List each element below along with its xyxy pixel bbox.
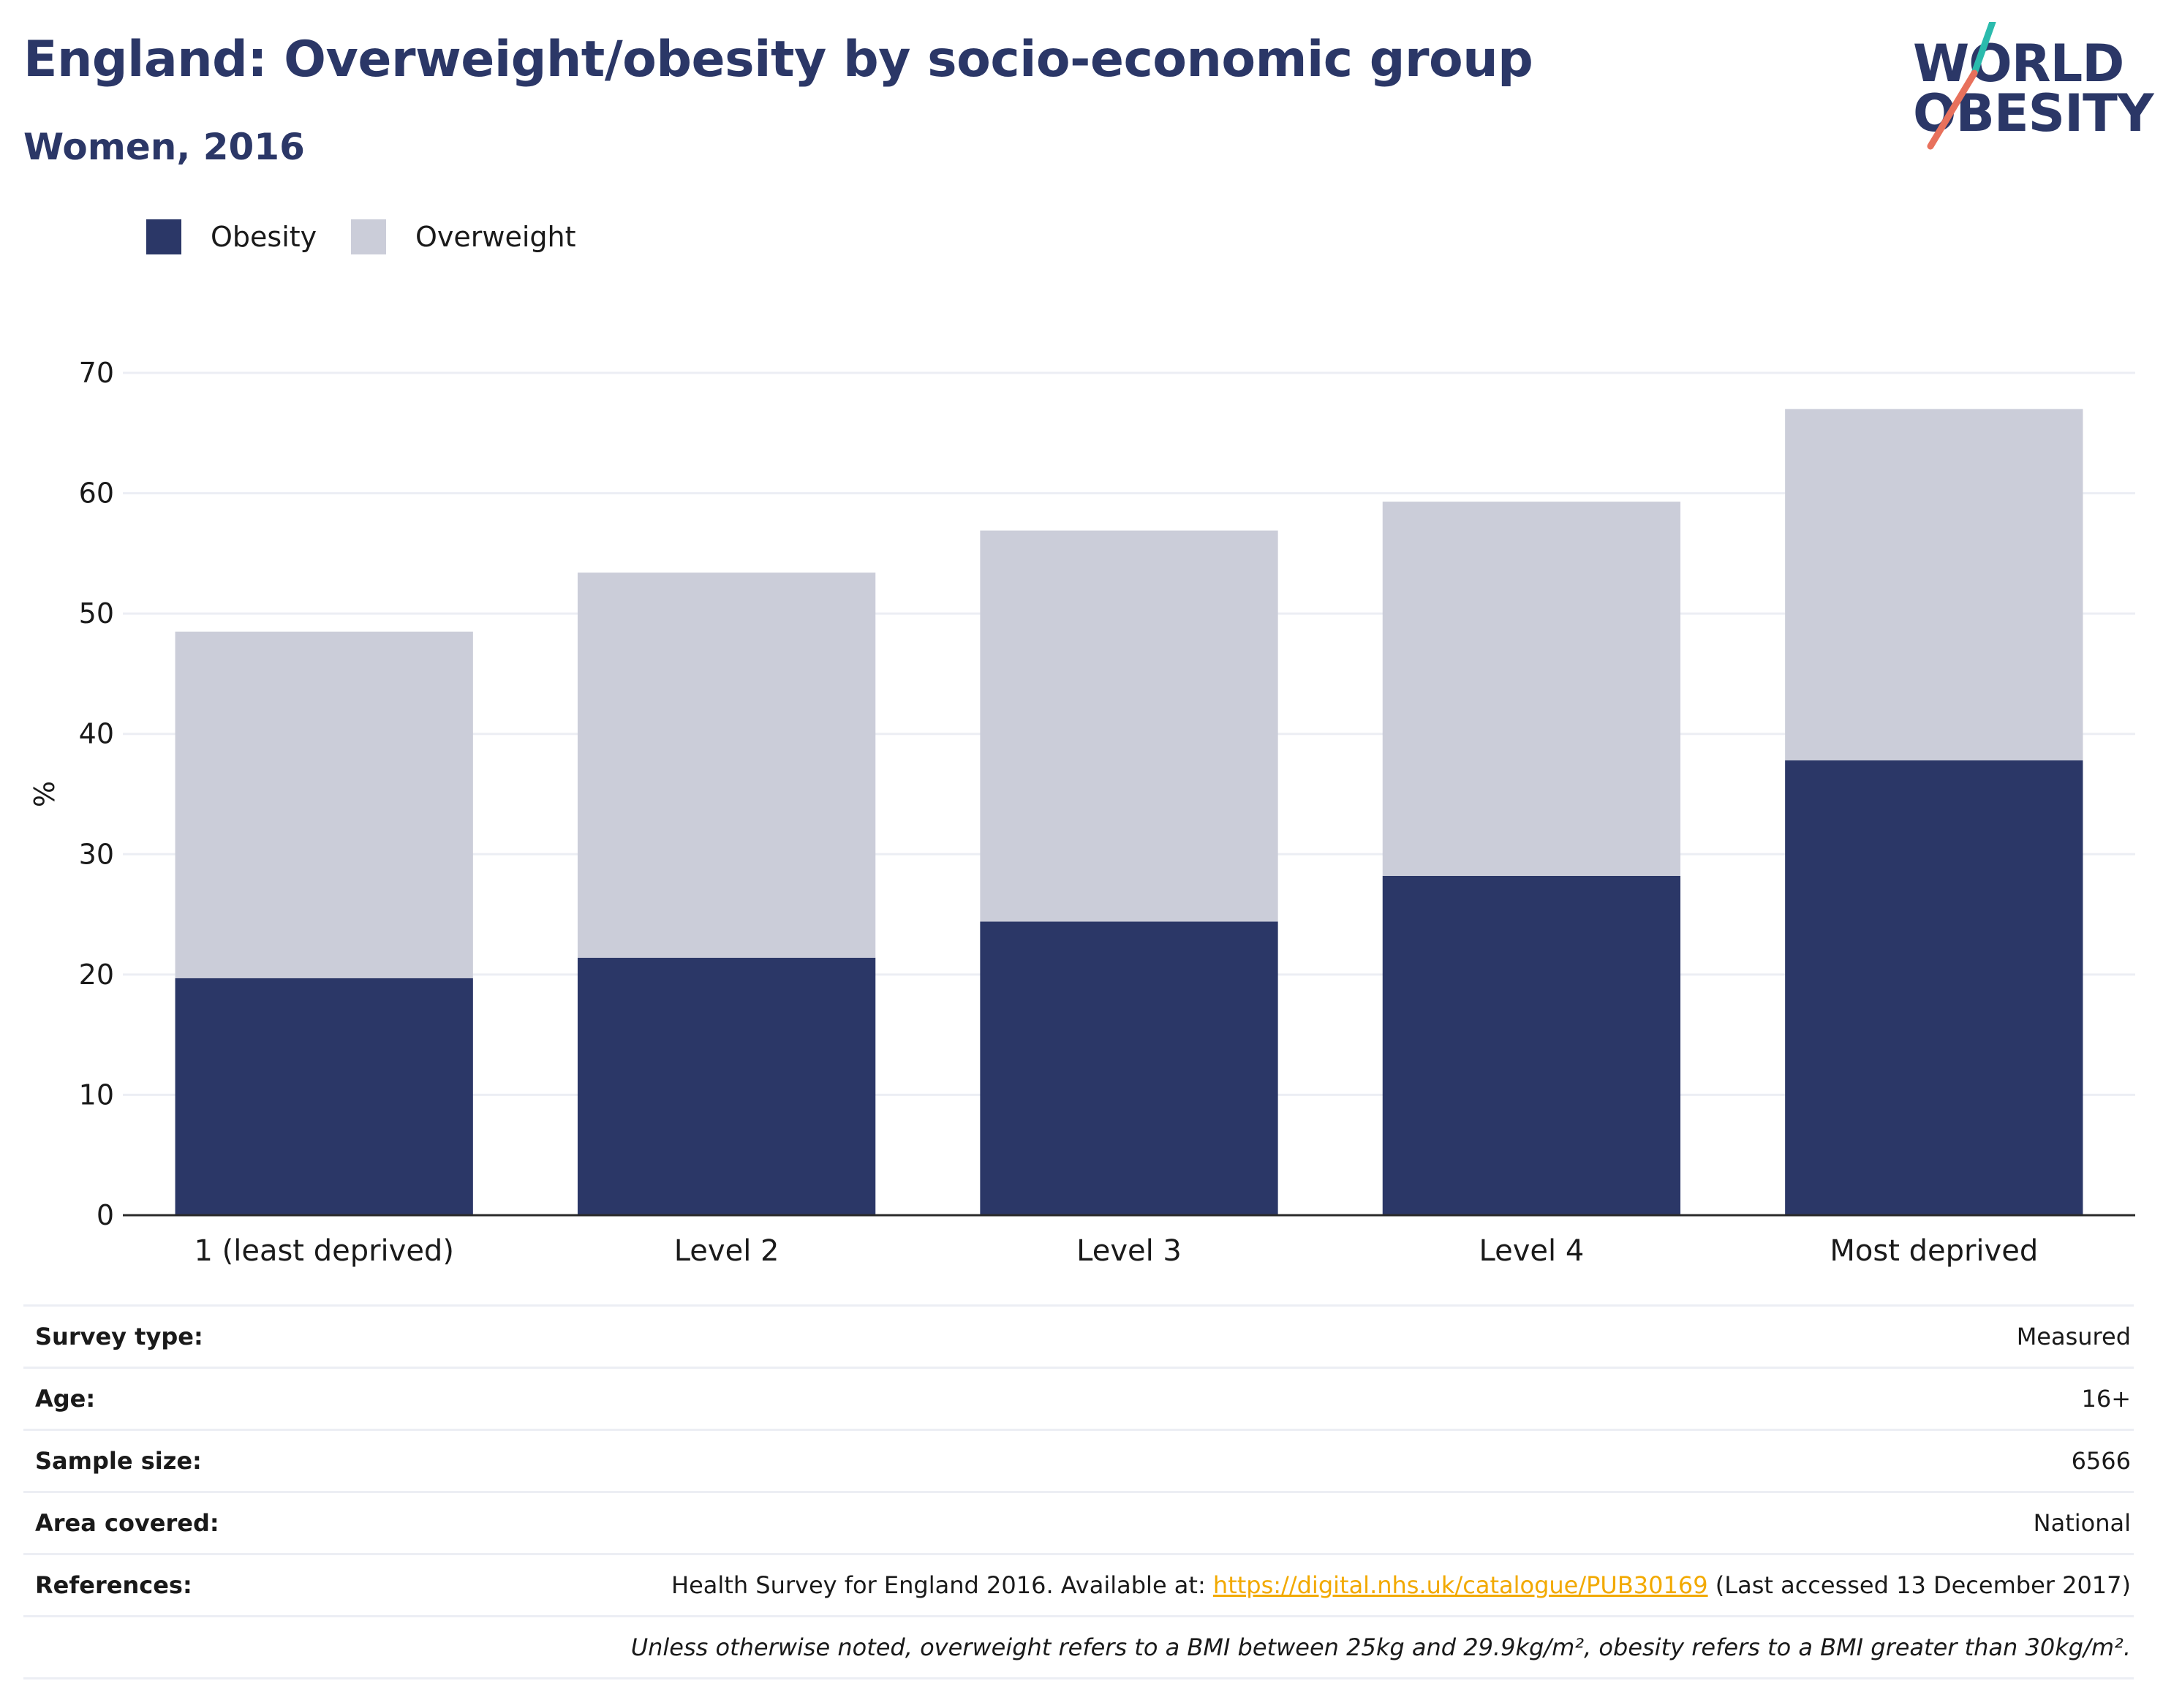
survey-type-value: Measured [2016,1323,2131,1350]
legend-swatch-overweight [351,219,386,254]
x-tick-label: Level 4 [1479,1234,1585,1268]
x-tick-label: Most deprived [1830,1234,2038,1268]
sample-size-value: 6566 [2071,1447,2131,1475]
y-tick-label: 40 [79,718,114,750]
bar-obesity[interactable] [980,921,1278,1215]
y-tick-label: 70 [79,357,114,389]
area-covered-label: Area covered: [35,1509,219,1537]
info-row-note: Unless otherwise noted, overweight refer… [23,1615,2134,1679]
bar-obesity[interactable] [1382,875,1681,1215]
chart-subtitle: Women, 2016 [23,126,305,168]
legend-item-obesity[interactable]: Obesity [146,216,317,257]
info-row-survey-type: Survey type: Measured [23,1304,2134,1367]
bar-overweight[interactable] [577,573,876,958]
y-tick-label: 60 [79,477,114,510]
logo-word-world: WORLD [1913,34,2124,94]
world-obesity-logo: WORLD OBESITY [1901,22,2154,154]
x-tick-label: Level 2 [674,1234,779,1268]
bar-obesity[interactable] [175,978,473,1215]
info-table: Survey type: Measured Age: 16+ Sample si… [23,1304,2134,1679]
legend-swatch-obesity [146,219,181,254]
references-link[interactable]: https://digital.nhs.uk/catalogue/PUB3016… [1212,1571,1708,1599]
legend-label-obesity: Obesity [211,221,317,253]
legend-label-overweight: Overweight [415,221,576,253]
area-covered-value: National [2033,1509,2131,1537]
bar-overweight[interactable] [1382,502,1681,876]
references-value: Health Survey for England 2016. Availabl… [671,1571,2134,1599]
info-row-references: References: Health Survey for England 20… [23,1553,2134,1615]
bars [175,409,2083,1215]
bar-overweight[interactable] [980,530,1278,922]
age-value: 16+ [2081,1385,2131,1413]
chart-title: England: Overweight/obesity by socio-eco… [23,31,1533,88]
bmi-definition-note: Unless otherwise noted, overweight refer… [630,1633,2131,1661]
sample-size-label: Sample size: [35,1447,202,1475]
info-row-area: Area covered: National [23,1491,2134,1553]
y-tick-label: 30 [79,838,114,870]
stacked-bar-chart: 0 10 20 30 40 50 60 70 1 (least deprived) Level 2… [29,357,2135,1268]
y-tick-label: 50 [79,597,114,630]
survey-type-label: Survey type: [35,1323,203,1350]
references-suffix: (Last accessed 13 December 2017) [1707,1571,2131,1599]
legend-item-overweight[interactable]: Overweight [351,216,576,257]
info-row-sample-size: Sample size: 6566 [23,1429,2134,1491]
bar-obesity[interactable] [577,957,876,1215]
bar-overweight[interactable] [175,631,473,978]
y-tick-label: 10 [79,1078,114,1111]
x-tick-label: 1 (least deprived) [194,1234,453,1268]
y-axis-label: % [29,781,61,807]
logo-slash-icon [1927,22,1996,150]
references-prefix: Health Survey for England 2016. Availabl… [671,1571,1213,1599]
axes: 0 10 20 30 40 50 60 70 1 (least deprived) Level 2… [79,357,2135,1268]
info-row-age: Age: 16+ [23,1367,2134,1429]
bar-obesity[interactable] [1785,760,2083,1215]
x-tick-label: Level 3 [1076,1234,1182,1268]
y-tick-label: 20 [79,959,114,991]
references-label: References: [35,1571,192,1599]
age-label: Age: [35,1385,96,1413]
bar-overweight[interactable] [1785,409,2083,760]
y-tick-label: 0 [97,1199,114,1231]
